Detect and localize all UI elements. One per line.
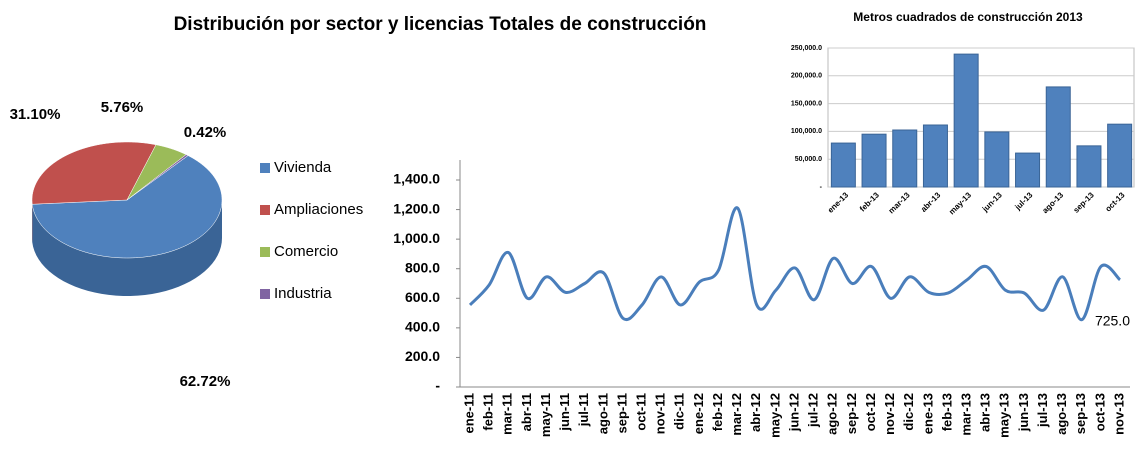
- y-tick-label: 100,000.0: [791, 128, 822, 135]
- legend-swatch: [260, 247, 270, 257]
- x-tick-label: mar-13: [958, 393, 973, 436]
- x-tick-label: feb-12: [710, 393, 725, 431]
- legend-swatch: [260, 163, 270, 173]
- x-tick-label: jun-13: [980, 190, 1004, 214]
- legend-label: Ampliaciones: [274, 201, 363, 218]
- y-tick-label: 1,400.0: [393, 171, 440, 187]
- legend-label: Vivienda: [274, 159, 332, 176]
- x-tick-label: jul-13: [1035, 393, 1050, 428]
- bar: [984, 131, 1010, 188]
- bar: [830, 142, 856, 188]
- data-label: 5.76%: [101, 99, 144, 116]
- x-tick-label: feb-13: [939, 393, 954, 431]
- x-tick-label: jul-11: [576, 393, 591, 427]
- y-tick-label: 200,000.0: [791, 73, 822, 80]
- chart-title: Distribución por sector y licencias Tota…: [174, 14, 707, 35]
- data-label: 31.10%: [10, 106, 61, 123]
- x-tick-label: abr-12: [748, 393, 763, 432]
- bar: [892, 129, 918, 188]
- x-tick-label: ene-13: [920, 393, 935, 434]
- y-tick-label: 800.0: [405, 259, 440, 275]
- bar: [1015, 152, 1041, 188]
- x-tick-label: jul-12: [806, 393, 821, 428]
- x-tick-label: ene-12: [691, 393, 706, 434]
- x-tick-label: ago-11: [595, 393, 610, 434]
- x-tick-label: jun-13: [1016, 393, 1031, 432]
- x-tick-label: abr-13: [919, 190, 943, 214]
- bar: [922, 124, 948, 188]
- x-tick-label: mar-12: [729, 393, 744, 436]
- x-tick-label: jul-13: [1013, 190, 1035, 212]
- y-tick-label: 1,000.0: [393, 230, 440, 246]
- bar: [1107, 123, 1133, 188]
- y-tick-label: 250,000.0: [791, 45, 822, 52]
- x-tick-label: oct-13: [1104, 190, 1127, 213]
- y-tick-label: -: [435, 378, 440, 394]
- x-tick-label: oct-13: [1092, 393, 1107, 431]
- x-tick-label: nov-13: [1111, 393, 1126, 435]
- x-tick-label: jun-11: [557, 393, 572, 432]
- bar: [1076, 145, 1102, 188]
- x-tick-label: ene-11: [461, 393, 476, 433]
- y-tick-label: 200.0: [405, 348, 440, 364]
- legend-swatch: [260, 205, 270, 215]
- data-label: 725.0: [1095, 313, 1130, 329]
- x-tick-label: may-12: [767, 393, 782, 438]
- x-tick-label: may-13: [947, 190, 973, 216]
- inset-title: Metros cuadrados de construcción 2013: [853, 10, 1083, 24]
- legend-swatch: [260, 289, 270, 299]
- x-tick-label: jun-12: [786, 393, 801, 432]
- line-series: [468, 206, 1122, 322]
- x-tick-label: ago-12: [825, 393, 840, 435]
- pie-side: [32, 200, 222, 296]
- x-tick-label: dic-12: [901, 393, 916, 431]
- pie-slice: [31, 155, 223, 259]
- x-tick-label: sep-11: [614, 393, 629, 433]
- y-tick-label: 150,000.0: [791, 100, 822, 107]
- x-tick-label: ago-13: [1054, 393, 1069, 435]
- bar: [861, 133, 887, 188]
- data-label: 62.72%: [180, 373, 231, 390]
- x-tick-label: may-13: [997, 393, 1012, 438]
- x-tick-label: oct-11: [633, 393, 648, 431]
- y-tick-label: 600.0: [405, 289, 440, 305]
- y-tick-label: 50,000.0: [795, 156, 822, 163]
- y-tick-label: -: [820, 184, 823, 191]
- legend-label: Industria: [274, 285, 332, 302]
- y-tick-label: 400.0: [405, 319, 440, 335]
- x-tick-label: nov-12: [882, 393, 897, 435]
- x-tick-label: feb-13: [858, 190, 881, 213]
- bar: [1045, 86, 1071, 188]
- x-tick-label: nov-11: [653, 393, 668, 434]
- x-tick-label: mar-13: [887, 190, 912, 215]
- bar: [953, 53, 979, 188]
- x-tick-label: oct-12: [863, 393, 878, 431]
- data-label: 0.42%: [184, 124, 227, 141]
- x-tick-label: abr-11: [519, 393, 534, 431]
- x-tick-label: sep-13: [1073, 393, 1088, 434]
- pie-slice: [31, 141, 157, 205]
- legend-label: Comercio: [274, 243, 338, 260]
- x-tick-label: dic-11: [672, 393, 687, 430]
- pie-slice: [126, 154, 189, 201]
- x-tick-label: mar-11: [500, 393, 515, 435]
- x-tick-label: may-11: [538, 393, 553, 437]
- y-tick-label: 1,200.0: [393, 200, 440, 216]
- x-tick-label: abr-13: [978, 393, 993, 432]
- pie-slice: [126, 144, 187, 201]
- x-tick-label: sep-12: [844, 393, 859, 434]
- x-tick-label: ago-13: [1041, 190, 1066, 215]
- x-tick-label: feb-11: [481, 393, 496, 431]
- x-tick-label: ene-13: [826, 190, 851, 215]
- x-tick-label: sep-13: [1072, 190, 1097, 215]
